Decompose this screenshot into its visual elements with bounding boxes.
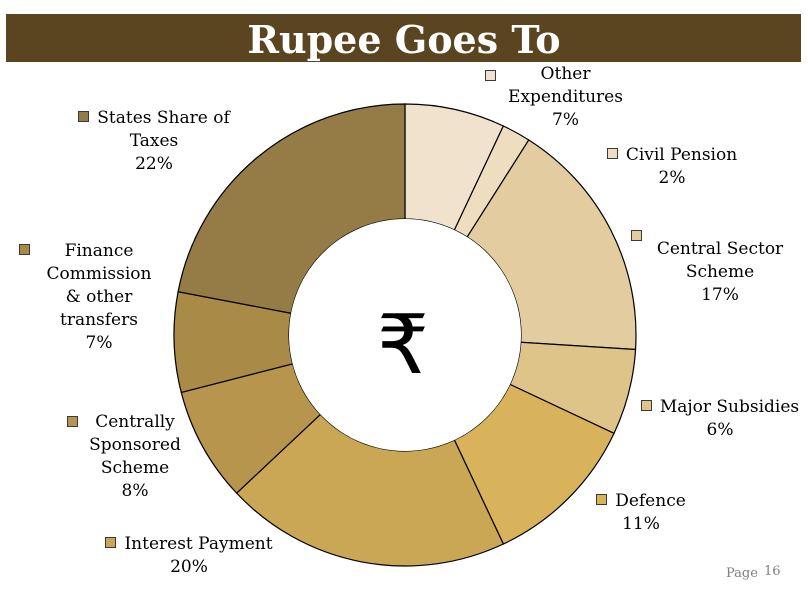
label-interest-pct: 20% bbox=[170, 557, 208, 577]
legend-finance-commission: Finance Commission & other transfers 7% bbox=[36, 240, 162, 355]
label-defence-pct: 11% bbox=[622, 514, 660, 534]
swatch-central-sector bbox=[631, 230, 642, 241]
swatch-interest-payment bbox=[105, 537, 117, 548]
rupee-icon: ₹ bbox=[377, 298, 429, 393]
swatch-major-subsidies bbox=[640, 400, 652, 411]
legend-centrally-sponsored: Centrally Sponsored Scheme 8% bbox=[80, 411, 190, 503]
legend-defence: Defence 11% bbox=[591, 490, 691, 536]
label-css-line1: Centrally bbox=[95, 412, 175, 432]
label-defence-line1: Defence bbox=[615, 491, 686, 511]
legend-civil-pension: Civil Pension 2% bbox=[593, 144, 751, 190]
page-title: Rupee Goes To bbox=[247, 17, 561, 62]
label-finance-line3: & other bbox=[65, 287, 133, 307]
label-finance-pct: 7% bbox=[85, 333, 113, 353]
label-css-pct: 8% bbox=[121, 481, 149, 501]
label-other-pct: 7% bbox=[552, 110, 579, 130]
label-civil-pct: 2% bbox=[658, 168, 686, 188]
legend-states-share: States Share of Taxes 22% bbox=[70, 107, 238, 176]
swatch-defence bbox=[596, 494, 608, 505]
label-central-line1: Central Sector bbox=[656, 239, 784, 259]
label-states-pct: 22% bbox=[135, 154, 173, 174]
label-states-line2: Taxes bbox=[129, 131, 179, 151]
legend-other-expenditures: Other Expenditures 7% bbox=[483, 63, 648, 132]
donut-hole bbox=[289, 219, 521, 451]
label-css-line3: Scheme bbox=[100, 458, 170, 478]
page-word: Page bbox=[726, 566, 758, 581]
legend-interest-payment: Interest Payment 20% bbox=[100, 533, 278, 579]
label-central-pct: 17% bbox=[701, 285, 739, 305]
label-finance-line4: transfers bbox=[60, 310, 138, 330]
label-other-line2: Expenditures bbox=[508, 87, 623, 107]
label-other-line1: Other bbox=[540, 64, 591, 84]
label-finance-line2: Commission bbox=[46, 264, 152, 284]
swatch-centrally-sponsored bbox=[67, 416, 78, 427]
swatch-states-share bbox=[78, 111, 90, 122]
page-number: 16 bbox=[764, 564, 781, 579]
swatch-finance-commission bbox=[19, 244, 30, 255]
label-subsidies-line1: Major Subsidies bbox=[659, 397, 800, 417]
label-civil-line1: Civil Pension bbox=[625, 145, 738, 165]
label-finance-line1: Finance bbox=[64, 241, 134, 261]
title-bar bbox=[6, 14, 801, 62]
legend-central-sector: Central Sector Scheme 17% bbox=[650, 238, 790, 307]
legend-major-subsidies: Major Subsidies 6% bbox=[636, 396, 804, 442]
label-central-line2: Scheme bbox=[685, 262, 755, 282]
label-interest-line1: Interest Payment bbox=[124, 534, 273, 554]
label-css-line2: Sponsored bbox=[89, 435, 181, 455]
swatch-civil-pension bbox=[606, 148, 618, 159]
label-subsidies-pct: 6% bbox=[706, 420, 734, 440]
label-states-line1: States Share of bbox=[97, 108, 230, 128]
swatch-other-expenditures bbox=[485, 70, 496, 81]
